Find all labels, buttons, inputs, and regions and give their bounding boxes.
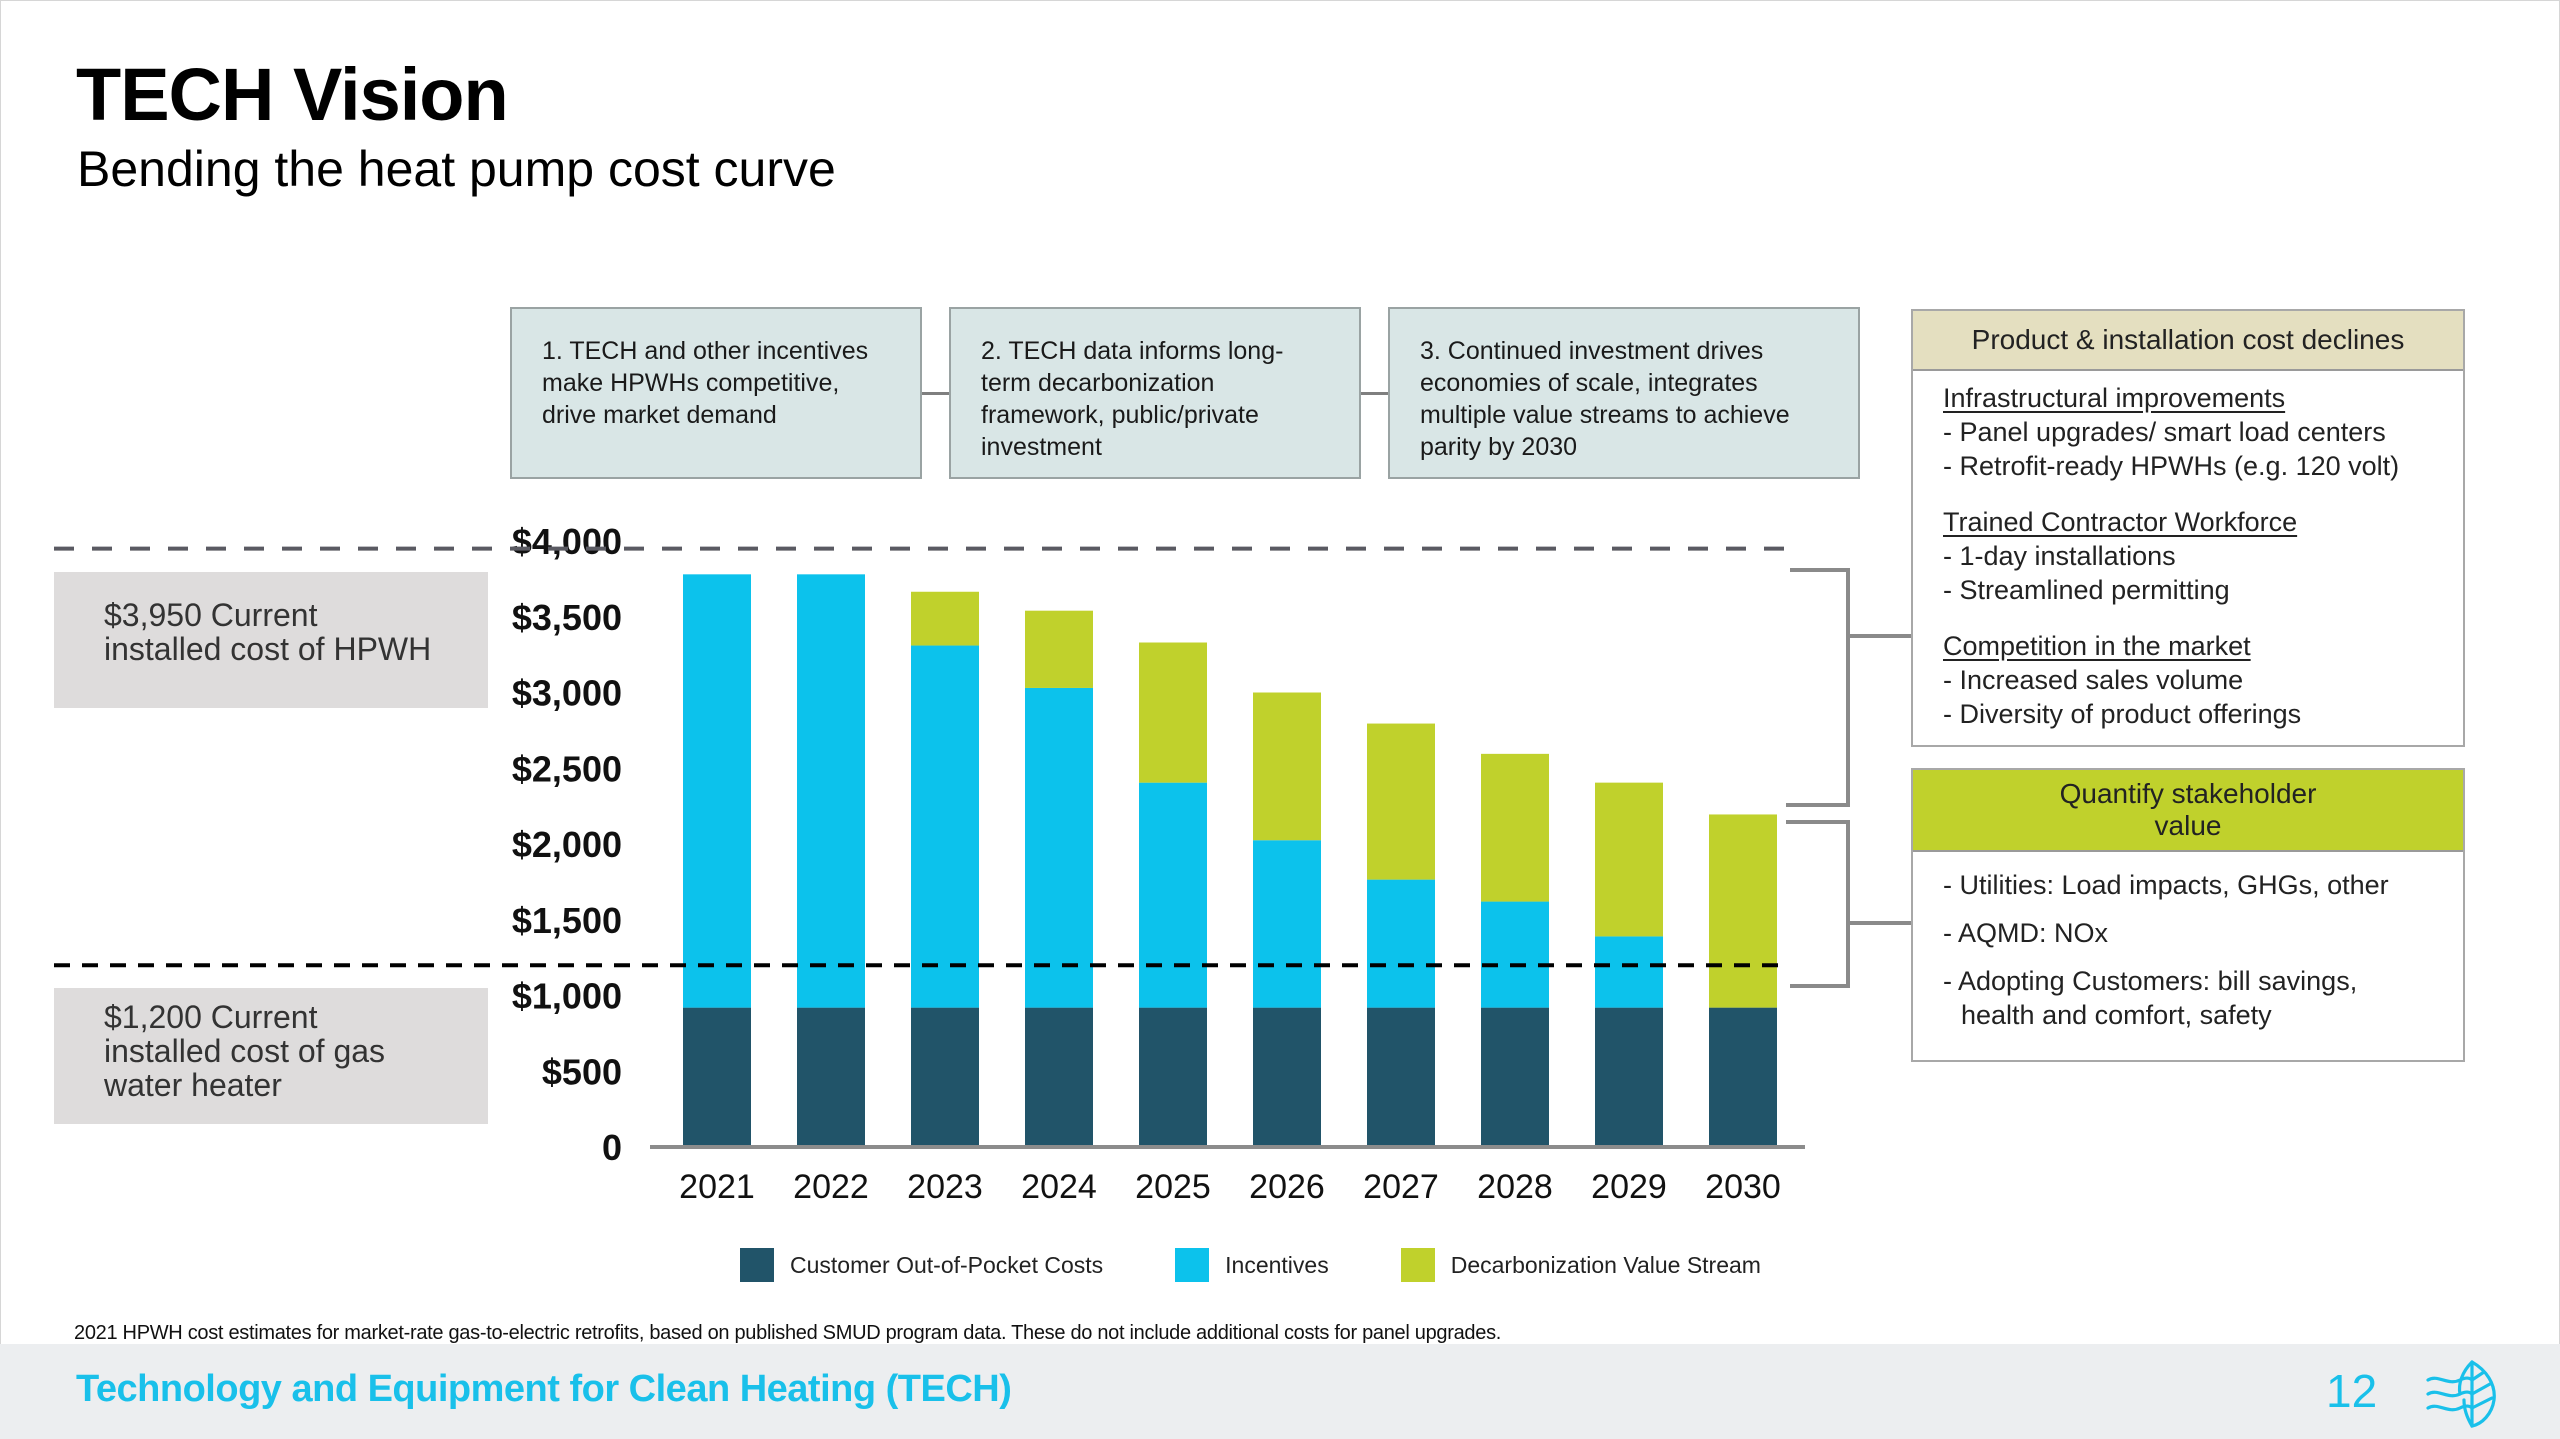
stakeholder-value-box: Quantify stakeholder value - Utilities: … [1911, 768, 2465, 1062]
page-title: TECH Vision [76, 53, 509, 136]
step-box-1: 1. TECH and other incentives make HPWHs … [510, 307, 922, 479]
step-connector [1361, 392, 1389, 395]
legend-item-incentives: Incentives [1175, 1248, 1329, 1282]
legend-label: Decarbonization Value Stream [1450, 1251, 1761, 1278]
leaf-wind-icon [2426, 1360, 2496, 1428]
group-title: Trained Contractor Workforce [1943, 507, 2298, 537]
page-number: 12 [2326, 1365, 2378, 1417]
footnote: 2021 HPWH cost estimates for market-rate… [74, 1322, 1502, 1344]
group-item: - Increased sales volume [1943, 665, 2244, 695]
legend-swatch [1400, 1248, 1435, 1282]
cost-declines-header: Product & installation cost declines [1913, 311, 2463, 371]
stakeholder-header: Quantify stakeholder value [1913, 770, 2463, 852]
step-text: 2. TECH data informs long-term decarboni… [981, 337, 1284, 461]
stakeholder-body: - Utilities: Load impacts, GHGs, other -… [1913, 852, 2463, 1056]
cost-declines-body: Infrastructural improvements - Panel upg… [1913, 371, 2463, 763]
footer-org-name: Technology and Equipment for Clean Heati… [76, 1368, 1012, 1410]
legend-label: Customer Out-of-Pocket Costs [790, 1251, 1104, 1278]
hpwh-cost-label: $3,950 Current installed cost of HPWH [54, 572, 488, 708]
step-box-2: 2. TECH data informs long-term decarboni… [949, 307, 1361, 479]
group-item: - Diversity of product offerings [1943, 699, 2302, 729]
step-text: 3. Continued investment drives economies… [1420, 337, 1790, 461]
group-item: - Retrofit-ready HPWHs (e.g. 120 volt) [1943, 451, 2400, 481]
step-text: 1. TECH and other incentives make HPWHs … [542, 337, 869, 429]
group-item: - 1-day installations [1943, 541, 2176, 571]
legend-label: Incentives [1225, 1251, 1329, 1278]
page-subtitle: Bending the heat pump cost curve [77, 141, 836, 197]
hpwh-cost-text: $3,950 Current installed cost of HPWH [104, 597, 432, 667]
gas-cost-text: $1,200 Current installed cost of gas wat… [104, 999, 386, 1103]
footer-bar: Technology and Equipment for Clean Heati… [0, 1344, 2560, 1439]
group-title: Infrastructural improvements [1943, 383, 2286, 413]
group-competition: Competition in the market - Increased sa… [1943, 629, 2433, 731]
group-title: Competition in the market [1943, 631, 2251, 661]
stakeholder-item: - Adopting Customers: bill savings, heal… [1943, 966, 2358, 1030]
legend-swatch [740, 1248, 774, 1282]
stakeholder-item: - AQMD: NOx [1943, 918, 2109, 948]
legend-item-customer: Customer Out-of-Pocket Costs [740, 1248, 1103, 1282]
group-workforce: Trained Contractor Workforce - 1-day ins… [1943, 505, 2433, 607]
group-infrastructure: Infrastructural improvements - Panel upg… [1943, 381, 2433, 483]
chart-legend: Customer Out-of-Pocket Costs Incentives … [740, 1248, 1833, 1282]
legend-swatch [1175, 1248, 1210, 1282]
step-connector [922, 392, 950, 395]
stakeholder-item: - Utilities: Load impacts, GHGs, other [1943, 870, 2389, 900]
step-box-3: 3. Continued investment drives economies… [1388, 307, 1860, 479]
gas-cost-label: $1,200 Current installed cost of gas wat… [54, 988, 488, 1124]
group-item: - Panel upgrades/ smart load centers [1943, 417, 2386, 447]
legend-item-decarbonization: Decarbonization Value Stream [1400, 1248, 1761, 1282]
group-item: - Streamlined permitting [1943, 575, 2230, 605]
cost-declines-box: Product & installation cost declines Inf… [1911, 309, 2465, 747]
